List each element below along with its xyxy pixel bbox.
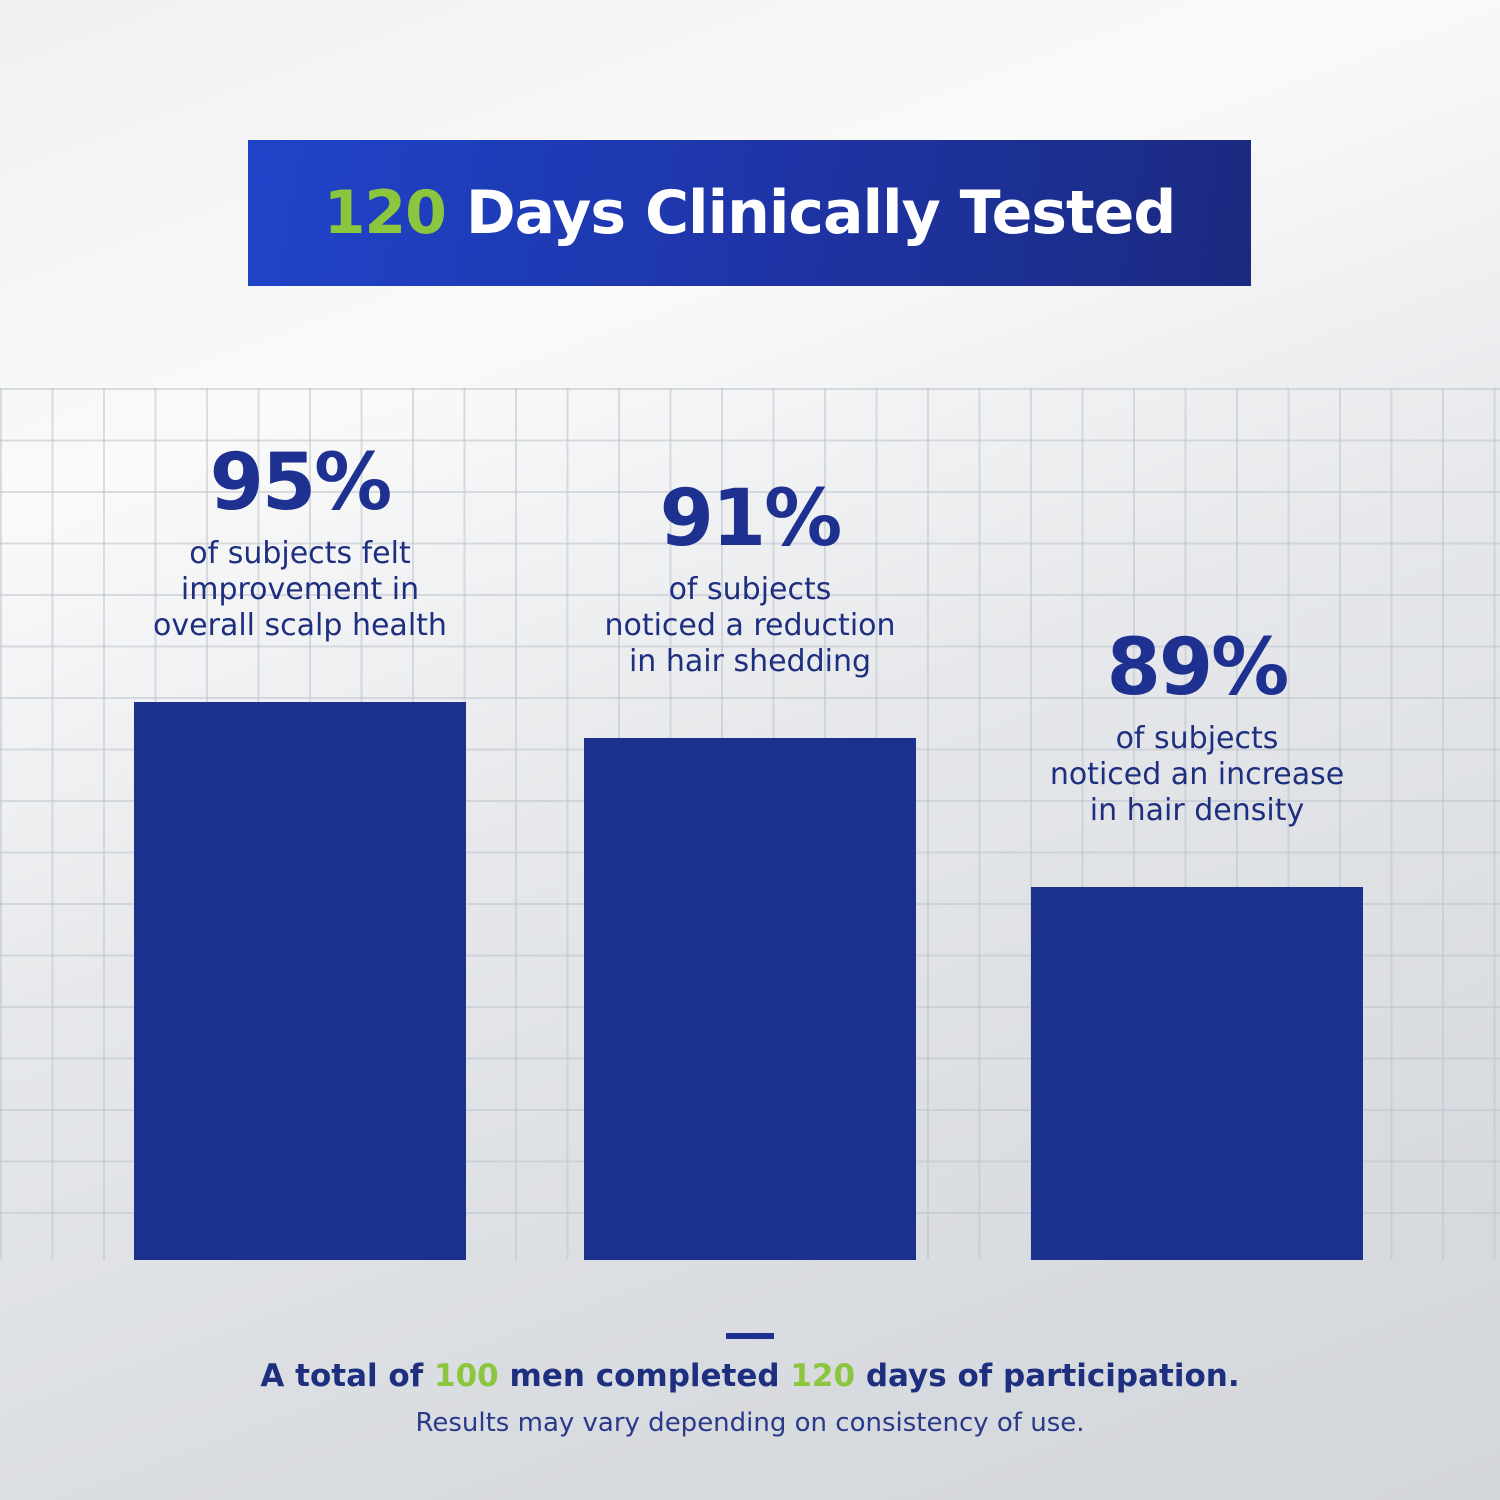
category-label-line: of subjects felt bbox=[189, 536, 411, 571]
bar-label-3: 89% of subjects noticed an increase in hair… bbox=[987, 629, 1407, 829]
category-label-line: in hair density bbox=[1089, 793, 1305, 828]
bar-2 bbox=[584, 738, 916, 1260]
category-label-line: of subjects bbox=[668, 572, 832, 607]
footer-text: days of participation. bbox=[855, 1358, 1240, 1394]
category-label-line: overall scalp health bbox=[153, 608, 447, 643]
bar-label-2: 91% of subjects noticed a reduction in hair… bbox=[540, 480, 960, 680]
footer-text: men completed bbox=[498, 1358, 791, 1394]
value-label: 91% bbox=[659, 474, 843, 564]
value-label: 89% bbox=[1106, 623, 1290, 713]
divider-dash bbox=[726, 1333, 774, 1339]
bar-1 bbox=[134, 702, 466, 1260]
title-text: Days Clinically Tested bbox=[445, 178, 1177, 248]
category-label-line: in hair shedding bbox=[628, 644, 872, 679]
footer-count: 100 bbox=[434, 1358, 499, 1394]
category-label-line: of subjects bbox=[1115, 721, 1279, 756]
title-banner: 120 Days Clinically Tested bbox=[248, 140, 1251, 286]
footer-note: Results may vary depending on consistenc… bbox=[415, 1408, 1085, 1438]
footer-summary: A total of 100 men completed 120 days of… bbox=[0, 1358, 1500, 1394]
category-label-line: improvement in bbox=[180, 572, 420, 607]
footer-text: A total of bbox=[260, 1358, 435, 1394]
category-label-line: noticed an increase bbox=[1049, 757, 1345, 792]
title-highlight: 120 bbox=[323, 178, 447, 248]
footer-days: 120 bbox=[790, 1358, 856, 1394]
bar-3 bbox=[1031, 887, 1363, 1260]
value-label: 95% bbox=[209, 438, 393, 528]
bar-label-1: 95% of subjects felt improvement in overall… bbox=[90, 444, 510, 644]
category-label-line: noticed a reduction bbox=[604, 608, 896, 643]
